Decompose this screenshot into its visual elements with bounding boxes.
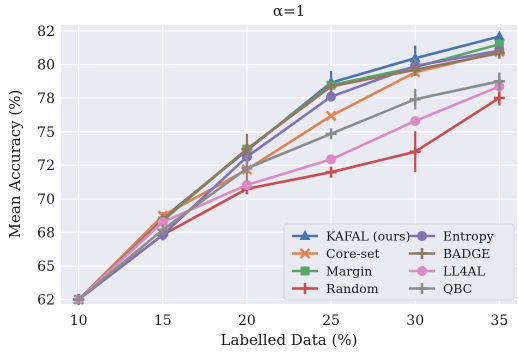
legend-label: Core-set <box>326 246 380 261</box>
data-point <box>493 47 505 59</box>
y-tick-label: 70 <box>37 192 55 208</box>
data-point <box>241 162 253 174</box>
legend-item: Margin <box>292 264 372 279</box>
data-point <box>325 166 337 178</box>
series-line <box>77 50 500 301</box>
series-line <box>77 49 500 301</box>
data-point <box>325 128 337 140</box>
data-point <box>241 179 252 190</box>
tick-labels: 10 15 20 25 30 35 62 65 68 70 72 75 78 80 82 <box>37 24 508 329</box>
x-tick-label: 10 <box>70 313 88 329</box>
x-tick-label: 25 <box>322 313 340 329</box>
data-point <box>325 110 337 122</box>
legend-item: Random <box>292 281 379 296</box>
x-tick-label: 30 <box>406 313 424 329</box>
y-tick-label: 82 <box>37 24 55 40</box>
legend-marker <box>417 266 427 276</box>
data-point <box>409 52 421 63</box>
y-tick-label: 65 <box>37 259 55 275</box>
x-tick-label: 35 <box>490 313 508 329</box>
x-mark-stroke <box>325 110 337 122</box>
data-point <box>157 217 168 228</box>
legend-item: LL4AL <box>409 264 485 279</box>
legend-label: BADGE <box>443 246 490 261</box>
legend-marker <box>299 230 311 240</box>
legend-item: Core-set <box>292 246 380 261</box>
x-axis-label: Labelled Data (%) <box>221 331 358 349</box>
data-point <box>241 143 253 155</box>
legend-label: QBC <box>443 281 472 296</box>
legend-label: Margin <box>326 264 372 279</box>
data-point <box>493 30 505 41</box>
data-point <box>326 154 337 165</box>
data-point <box>494 39 504 49</box>
chart-title: α=1 <box>273 2 305 20</box>
data-point <box>410 115 421 126</box>
legend-marker <box>416 248 428 259</box>
y-axis-label: Mean Accuracy (%) <box>6 90 24 239</box>
legend: KAFAL (ours) Core-set Margin Random Entropy B… <box>283 223 515 301</box>
series-group <box>73 30 505 306</box>
series-qbc <box>73 72 505 306</box>
data-point <box>493 92 505 104</box>
legend-item: Entropy <box>409 229 495 244</box>
data-point <box>326 91 337 102</box>
legend-marker <box>417 231 427 241</box>
y-tick-label: 62 <box>37 293 55 309</box>
y-tick-label: 72 <box>37 158 55 174</box>
data-point <box>409 64 421 76</box>
y-tick-label: 75 <box>37 125 55 141</box>
x-mark-stroke <box>299 248 311 259</box>
legend-box <box>283 223 515 301</box>
data-point <box>157 224 169 236</box>
legend-label: LL4AL <box>443 264 485 279</box>
data-point <box>73 294 85 306</box>
y-tick-label: 80 <box>37 58 55 74</box>
legend-marker <box>416 283 428 294</box>
legend-label: Random <box>326 281 379 296</box>
data-point <box>409 146 421 158</box>
series-line <box>77 80 500 301</box>
data-point <box>409 93 421 105</box>
legend-label: Entropy <box>443 229 495 244</box>
grid <box>61 25 517 304</box>
x-tick-label: 15 <box>154 313 172 329</box>
legend-item: BADGE <box>409 246 490 261</box>
legend-marker <box>299 248 311 259</box>
legend-item: KAFAL (ours) <box>292 229 410 244</box>
legend-marker <box>299 283 311 294</box>
legend-marker <box>300 266 310 276</box>
series-line <box>77 85 500 301</box>
x-tick-label: 20 <box>238 313 256 329</box>
legend-item: QBC <box>409 281 472 296</box>
data-point <box>325 80 337 92</box>
series-line <box>77 51 500 301</box>
y-tick-label: 78 <box>37 91 55 107</box>
y-tick-label: 68 <box>37 225 55 241</box>
data-point <box>493 75 505 87</box>
legend-label: KAFAL (ours) <box>326 229 410 244</box>
